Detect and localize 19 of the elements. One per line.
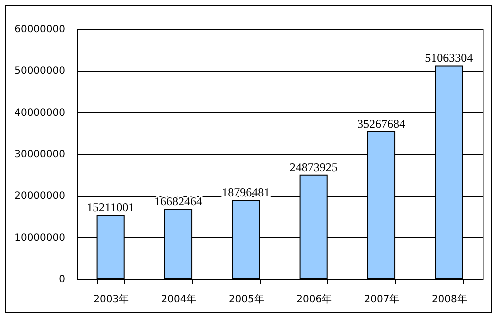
data-label: 15211001 xyxy=(87,200,135,215)
x-tick-label: 2006年 xyxy=(296,294,332,306)
x-tick-label: 2008年 xyxy=(432,294,468,306)
y-tick-label: 40000000 xyxy=(14,108,66,119)
x-tick-label: 2004年 xyxy=(161,294,197,306)
data-label: 35267684 xyxy=(358,117,406,132)
data-label: 24873925 xyxy=(290,160,338,174)
x-tick-label: 2007年 xyxy=(364,294,400,306)
y-tick-label: 50000000 xyxy=(14,66,66,78)
x-tick-label: 2005年 xyxy=(228,294,264,306)
data-label: 16682464 xyxy=(154,194,202,208)
y-tick-label: 20000000 xyxy=(14,191,66,202)
x-tick-label: 2003年 xyxy=(94,294,130,306)
y-tick-label: 30000000 xyxy=(14,150,66,160)
y-tick-label: 0 xyxy=(59,274,66,286)
data-label: 18796481 xyxy=(222,186,270,200)
data-label: 51063304 xyxy=(425,51,474,66)
y-tick-label: 10000000 xyxy=(14,232,66,244)
y-tick-label: 60000000 xyxy=(14,24,66,36)
